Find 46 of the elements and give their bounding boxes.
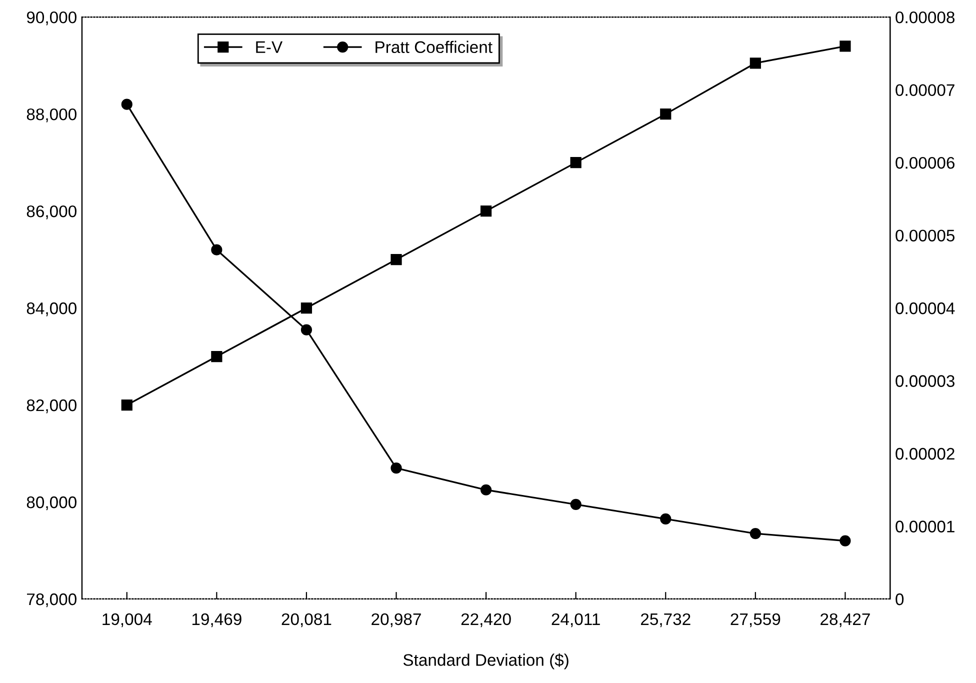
y2-tick-label: 0.00002 [896,448,954,460]
y-tick-label: 80,000 [26,496,76,510]
point [211,350,222,362]
point [390,462,402,474]
x-tick-label: 19,469 [192,613,242,628]
y2-tick-label: 0 [896,593,904,606]
y-tick-label: 78,000 [27,593,76,608]
point [211,244,222,256]
point [480,484,492,496]
point [121,399,132,411]
point [390,254,402,266]
point [300,302,312,314]
point [300,324,312,336]
x-tick-label: 25,732 [640,613,690,628]
point [660,108,672,120]
point [570,157,582,168]
legend-label: Pratt Coefficient [376,40,492,54]
y-tick-label: 90,000 [26,11,76,26]
y2-tick-label: 0.00004 [896,302,955,314]
y2-tick-label: 0.00001 [896,520,954,532]
point [840,535,851,546]
x-tick-label: 20,987 [372,613,421,628]
x-tick-label: 20,081 [282,613,332,628]
point [121,98,132,110]
point [750,58,761,69]
legend-label: E-V [256,41,283,53]
y-tick-label: 86,000 [26,205,76,220]
x-axis-title: Standard Deviation ($) [403,653,568,670]
point [570,498,582,510]
y-tick-label: 84,000 [26,302,76,316]
x-tick-label: 24,011 [552,613,600,628]
y2-tick-label: 0.00008 [896,11,954,24]
y2-tick-label: 0.00003 [896,375,954,387]
y2-tick-label: 0.00007 [896,84,954,96]
x-tick-label: 28,427 [820,613,870,628]
point [660,513,672,525]
x-tick-label: 27,559 [730,613,780,628]
x-tick-label: 19,004 [102,613,152,628]
x-tick-label: 22,420 [461,613,511,628]
y-tick-label: 82,000 [26,399,76,414]
point [750,528,761,540]
y2-tick-label: 0.00005 [896,230,955,242]
point [480,205,492,217]
y-tick-label: 88,000 [26,108,76,122]
point [840,40,851,52]
y2-tick-label: 0.00006 [896,156,954,169]
